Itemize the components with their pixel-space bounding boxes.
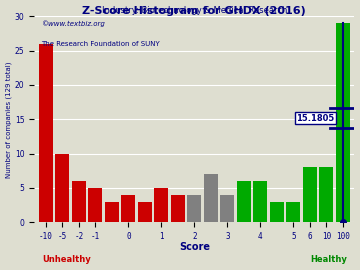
Bar <box>88 188 102 222</box>
Text: Industry: Biotechnology & Medical Research: Industry: Biotechnology & Medical Resear… <box>102 6 287 15</box>
Bar <box>171 195 185 222</box>
Y-axis label: Number of companies (129 total): Number of companies (129 total) <box>5 61 12 177</box>
Bar <box>187 195 201 222</box>
Bar <box>336 23 350 222</box>
Bar <box>303 167 317 222</box>
Bar <box>121 195 135 222</box>
Text: Healthy: Healthy <box>310 255 347 264</box>
Bar <box>319 167 333 222</box>
Bar <box>72 181 86 222</box>
Bar <box>55 154 69 222</box>
Bar <box>270 202 284 222</box>
Title: Z-Score Histogram for GHDX (2016): Z-Score Histogram for GHDX (2016) <box>82 6 306 16</box>
X-axis label: Score: Score <box>179 242 210 252</box>
Text: ©www.textbiz.org: ©www.textbiz.org <box>41 21 105 27</box>
Text: Unhealthy: Unhealthy <box>42 255 91 264</box>
Bar <box>154 188 168 222</box>
Bar <box>204 174 218 222</box>
Text: 15.1805: 15.1805 <box>296 113 335 123</box>
Bar <box>286 202 300 222</box>
Bar <box>105 202 119 222</box>
Bar <box>253 181 267 222</box>
Bar <box>237 181 251 222</box>
Text: The Research Foundation of SUNY: The Research Foundation of SUNY <box>41 41 159 47</box>
Bar <box>138 202 152 222</box>
Bar <box>39 44 53 222</box>
Bar <box>220 195 234 222</box>
